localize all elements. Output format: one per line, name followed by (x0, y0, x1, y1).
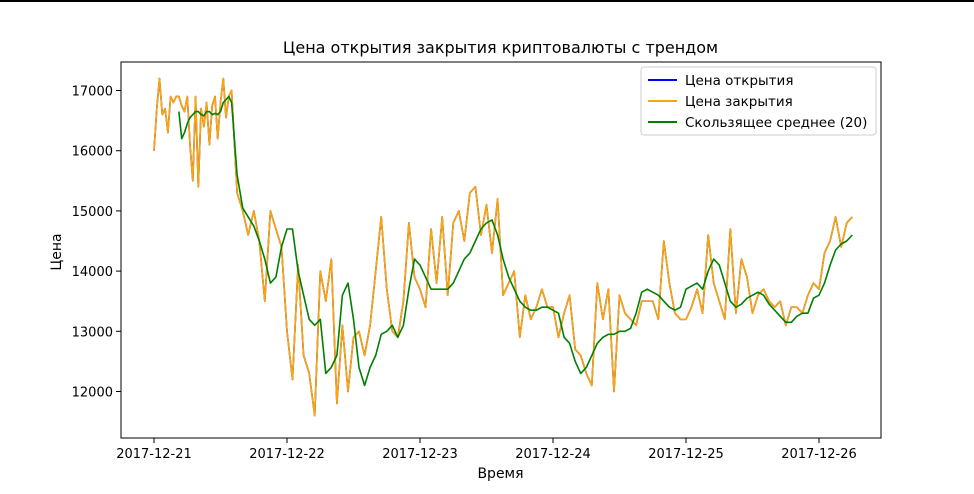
y-tick-label: 14000 (72, 265, 113, 280)
y-axis: 12000 13000 14000 15000 16000 17000 (72, 85, 121, 401)
chart-title: Цена открытия закрытия криптовалюты с тр… (283, 38, 718, 57)
top-border (0, 0, 974, 2)
legend-label: Скользящее среднее (20) (685, 115, 867, 131)
y-tick-label: 13000 (72, 325, 113, 340)
legend-box (640, 66, 877, 136)
x-tick-label: 2017-12-25 (648, 447, 724, 462)
y-tick-label: 12000 (72, 386, 113, 401)
x-tick-label: 2017-12-26 (781, 447, 857, 462)
x-tick-label: 2017-12-21 (116, 447, 192, 462)
x-axis: 2017-12-21 2017-12-22 2017-12-23 2017-12-24… (116, 438, 857, 462)
plot-frame (120, 61, 882, 439)
y-tick-label: 16000 (72, 145, 113, 160)
legend-label: Цена закрытия (685, 94, 793, 110)
x-tick-label: 2017-12-24 (515, 447, 591, 462)
plot-lines (153, 77, 853, 417)
y-tick-label: 15000 (72, 205, 113, 220)
moving-average-line (178, 95, 853, 387)
x-tick-label: 2017-12-22 (249, 447, 325, 462)
x-axis-title: Время (477, 466, 523, 482)
legend-label: Цена открытия (685, 73, 793, 89)
y-tick-label: 17000 (72, 85, 113, 100)
close-price-line (153, 77, 853, 417)
legend: Цена открытия Цена закрытия Скользящее сре… (640, 66, 877, 136)
x-tick-label: 2017-12-23 (382, 447, 458, 462)
y-axis-title: Цена (49, 233, 65, 270)
